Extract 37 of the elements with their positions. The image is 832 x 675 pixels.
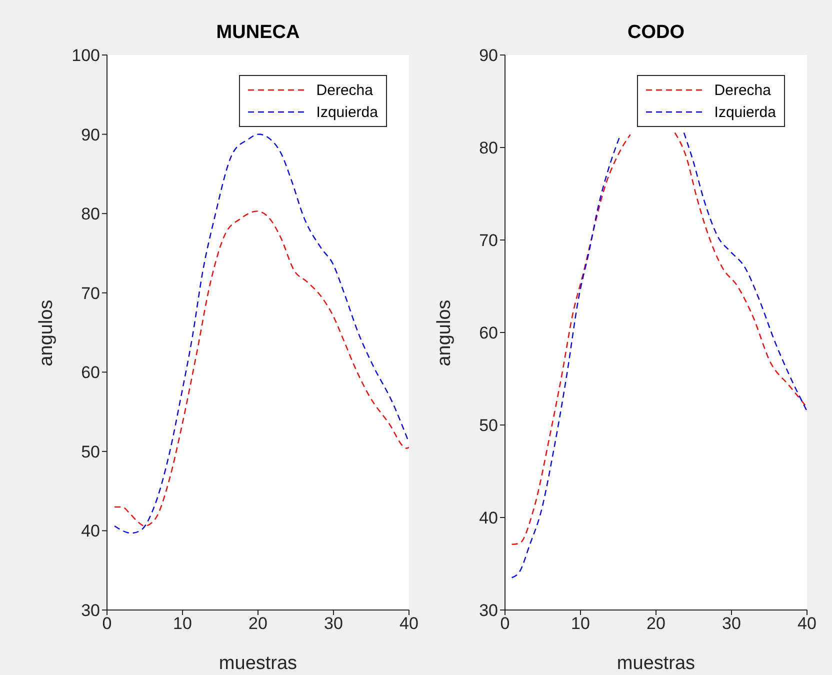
x-tick-label: 10 [173, 614, 192, 634]
legend-label: Derecha [316, 82, 373, 98]
x-tick-label: 30 [324, 614, 343, 634]
y-tick-label: 60 [479, 324, 498, 343]
legend-label: Izquierda [316, 104, 378, 120]
chart-title: MUNECA [215, 22, 301, 44]
x-tick-label: 40 [798, 614, 816, 634]
x-axis-title: muestras [616, 653, 696, 674]
x-tick-label: 40 [400, 614, 418, 634]
y-tick-label: 90 [81, 125, 100, 144]
y-tick-label: 30 [81, 601, 100, 620]
y-tick-label: 90 [479, 46, 498, 66]
y-tick-label: 70 [81, 284, 100, 303]
x-tick-label: 30 [722, 614, 741, 634]
x-tick-label: 20 [646, 614, 666, 634]
y-tick-label: 100 [72, 46, 100, 66]
legend-label: Izquierda [714, 104, 776, 120]
chart-title: CODO [626, 22, 686, 44]
x-tick-label: 10 [571, 614, 590, 634]
y-tick-label: 30 [479, 601, 498, 620]
y-tick-label: 80 [479, 138, 498, 158]
x-axis-title: muestras [218, 653, 298, 674]
line-series [114, 210, 409, 527]
line-series [114, 134, 409, 534]
y-tick-label: 80 [81, 204, 100, 224]
x-tick-label: 0 [102, 614, 112, 634]
legend-label: Derecha [714, 82, 771, 98]
y-tick-label: 40 [479, 508, 498, 528]
x-tick-label: 0 [500, 614, 510, 634]
y-tick-label: 60 [81, 363, 100, 382]
x-tick-label: 20 [248, 614, 268, 634]
y-tick-label: 40 [81, 522, 100, 541]
y-tick-label: 50 [479, 416, 498, 436]
y-tick-label: 70 [479, 231, 498, 250]
y-axis-title: angulos [36, 299, 58, 366]
y-axis-title: angulos [434, 299, 456, 366]
y-tick-label: 50 [81, 442, 100, 462]
